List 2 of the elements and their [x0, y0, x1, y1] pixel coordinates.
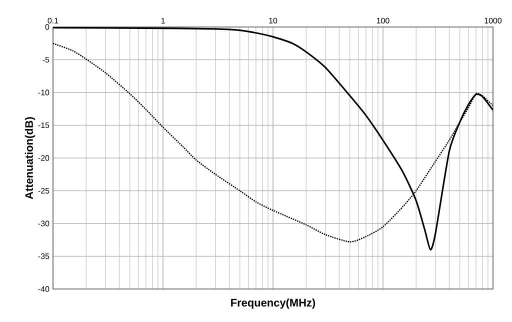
- x-axis-title: Frequency(MHz): [231, 298, 316, 309]
- y-axis-title: Attenuation(dB): [24, 117, 36, 200]
